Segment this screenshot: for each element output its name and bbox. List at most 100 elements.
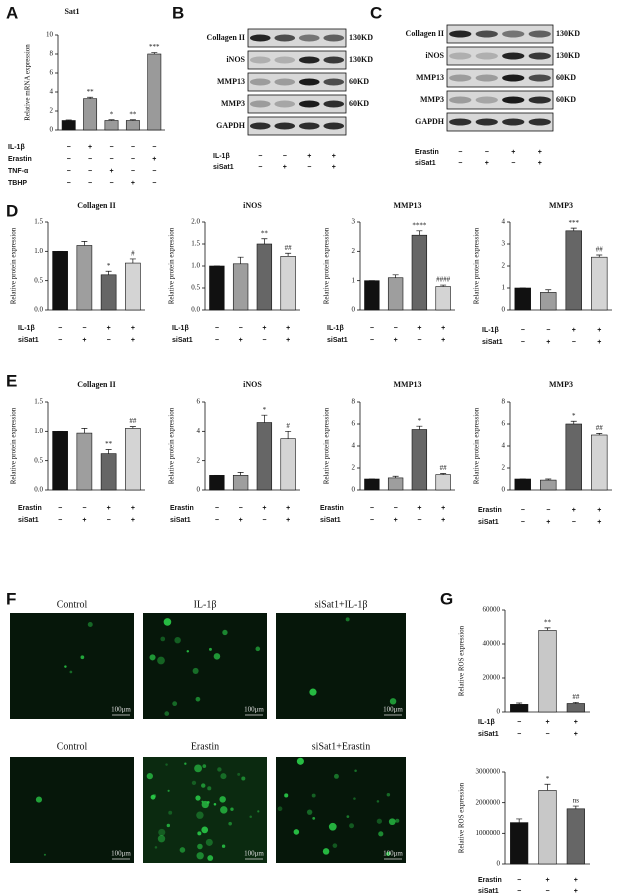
y-axis-label: Relative protein expression <box>10 227 18 304</box>
cell <box>386 793 391 797</box>
condition-sign: − <box>88 156 92 163</box>
blot-strip <box>446 112 554 132</box>
bar <box>52 251 68 311</box>
bar <box>209 475 225 491</box>
blot-strip <box>446 90 554 110</box>
y-tick-label: 3000000 <box>476 768 501 776</box>
error-bar <box>285 430 292 439</box>
condition-sign: + <box>417 325 421 332</box>
blot-band <box>298 34 320 42</box>
bar <box>125 120 140 131</box>
cell <box>196 852 204 860</box>
chart-title: Collagen II <box>77 201 115 210</box>
condition-sign: − <box>394 505 398 512</box>
bar <box>510 822 529 865</box>
blot-band <box>449 74 472 82</box>
bar <box>280 256 296 311</box>
bar <box>147 53 162 131</box>
condition-sign: − <box>67 156 71 163</box>
cell <box>241 776 246 781</box>
cell <box>237 772 241 776</box>
condition-sign: − <box>517 888 521 895</box>
condition-sign: + <box>574 877 578 884</box>
cell <box>376 800 380 803</box>
chart-title: MMP13 <box>394 380 422 389</box>
y-tick-label: 0 <box>352 486 356 494</box>
cell <box>35 796 43 803</box>
condition-sign: − <box>258 153 262 160</box>
condition-sign: − <box>152 144 156 151</box>
cell <box>197 843 203 850</box>
chart-title: Sat1 <box>64 7 79 16</box>
error-bar <box>392 475 399 478</box>
bar <box>232 475 249 491</box>
y-tick-label: 4 <box>502 442 506 450</box>
micrograph <box>143 757 267 863</box>
error-bar <box>81 241 88 246</box>
blot-band <box>274 34 296 42</box>
blot-strip <box>446 24 554 44</box>
condition-sign: + <box>545 719 549 726</box>
cell <box>395 818 400 823</box>
significance: ** <box>105 440 113 448</box>
cell <box>386 851 391 857</box>
condition-name: siSat1 <box>170 517 191 524</box>
scale-label: 100μm <box>111 706 131 714</box>
condition-sign: − <box>458 160 462 167</box>
blot-label: Collagen II <box>406 29 444 38</box>
y-tick-label: 0 <box>502 306 506 314</box>
cell <box>213 802 217 806</box>
cell <box>64 665 67 668</box>
blot-band <box>475 118 498 126</box>
cell <box>164 711 170 716</box>
blot-band <box>528 52 551 60</box>
condition-name: siSat1 <box>482 339 503 346</box>
cell <box>157 835 166 843</box>
y-tick-label: 0 <box>497 860 501 868</box>
blot-strip <box>247 50 347 70</box>
bar <box>591 256 608 311</box>
condition-name: IL-1β <box>8 144 25 151</box>
condition-name: Erastin <box>478 877 502 884</box>
y-tick-label: 8 <box>502 398 506 406</box>
error-bar <box>237 472 244 476</box>
condition-name: IL-1β <box>213 153 230 160</box>
blot-size: 130KD <box>349 55 373 64</box>
condition-sign: + <box>572 327 576 334</box>
bar <box>538 630 557 713</box>
condition-sign: − <box>82 325 86 332</box>
y-tick-label: 0.5 <box>191 284 200 292</box>
error-bar <box>285 252 292 257</box>
condition-sign: − <box>258 164 262 171</box>
cell <box>186 650 190 653</box>
blot-band <box>475 30 498 38</box>
y-axis-label: Relative ROS expression <box>458 782 466 853</box>
condition-sign: − <box>545 888 549 895</box>
condition-sign: − <box>517 719 521 726</box>
cell <box>249 815 252 818</box>
condition-sign: − <box>152 180 156 187</box>
error-bar <box>105 270 112 275</box>
error-bar <box>596 254 603 258</box>
scale-label: 100μm <box>383 706 403 714</box>
significance: ** <box>261 229 269 237</box>
y-axis-label: Relative protein expression <box>10 407 18 484</box>
chart-title: MMP3 <box>549 380 573 389</box>
condition-name: siSat1 <box>478 888 499 895</box>
condition-sign: − <box>417 517 421 524</box>
blot-band <box>502 74 525 82</box>
micrograph <box>276 613 406 719</box>
bar <box>364 280 380 311</box>
blot-band <box>502 118 525 126</box>
blot-band <box>298 100 320 108</box>
cell <box>195 795 201 801</box>
bar <box>411 429 428 491</box>
condition-name: TNF-α <box>8 168 29 175</box>
cell <box>201 783 206 788</box>
error-bar <box>108 119 115 121</box>
condition-sign: + <box>286 505 290 512</box>
blot-band <box>475 52 498 60</box>
significance: * <box>546 775 550 783</box>
error-bar <box>545 289 552 293</box>
condition-sign: − <box>517 731 521 738</box>
